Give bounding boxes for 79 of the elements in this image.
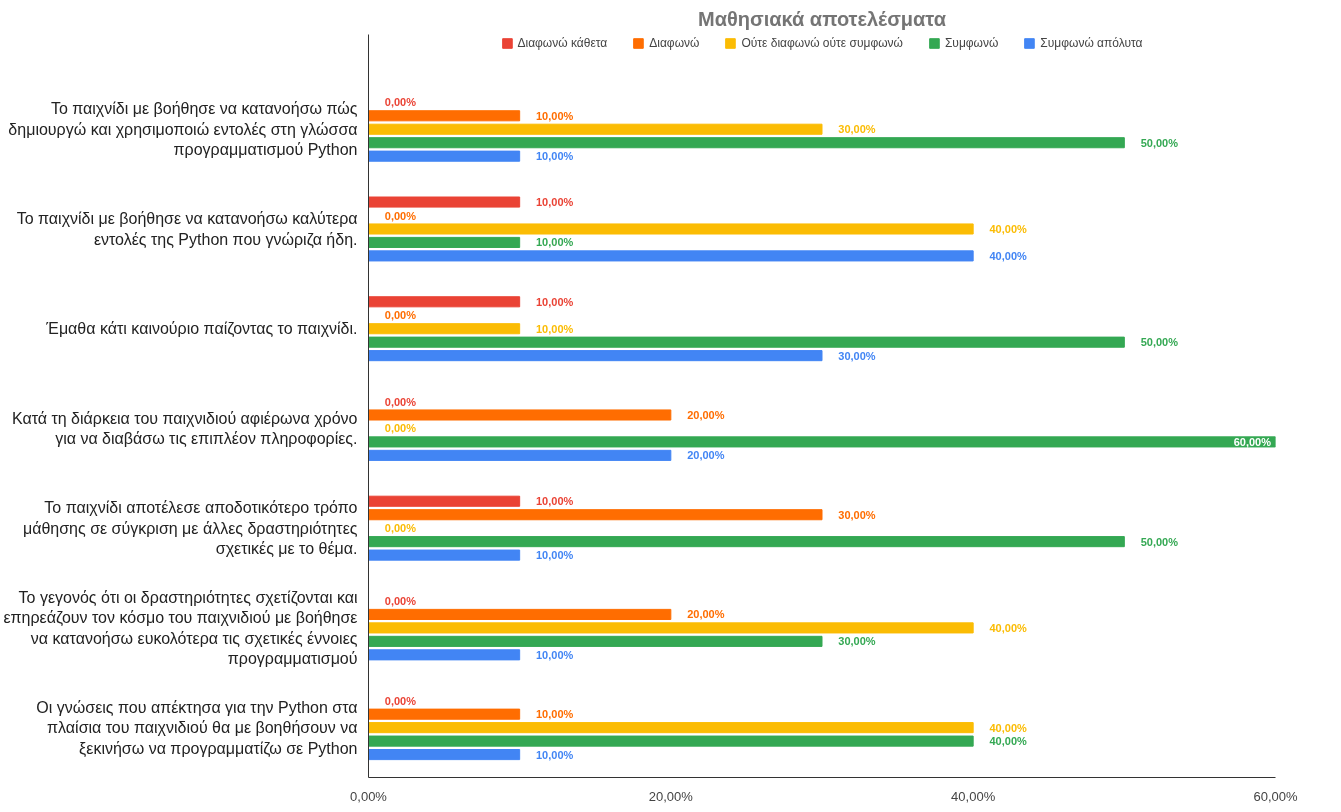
bar [368, 150, 521, 162]
data-label: 40,00% [989, 249, 1028, 262]
legend-label: Διαφωνώ κάθετα [517, 36, 608, 50]
bar [368, 622, 974, 634]
bar [368, 250, 974, 262]
data-label: 40,00% [989, 621, 1028, 634]
data-label: 10,00% [535, 196, 574, 209]
bar [368, 436, 1276, 448]
data-label: 30,00% [838, 123, 876, 136]
data-label: 0,00% [384, 395, 417, 408]
bar [368, 635, 823, 647]
bar [368, 336, 1125, 348]
y-tick-label: Κατά τη διάρκεια του παιχνιδιού αφιέρωνα χρόνο για να διαβάσω τις επιπλέον πληροφορίες. [11, 409, 358, 448]
data-label: 10,00% [535, 495, 574, 508]
data-label: 0,00% [384, 209, 417, 222]
y-tick-label: Το γεγονός ότι οι δραστηριότητες σχετίζονται και επηρεάζουν τον κόσμο του παιχνιδιού με βοήθησε να κατανοήσω ευκολότερα τις σχετικές έννοιες προγραμματισμού [3, 588, 358, 667]
x-tick-label: 40,00% [951, 788, 996, 804]
y-tick-label: Το παιχνίδι με βοήθησε να κατανοήσω καλύτερα εντολές της Python που γνώριζα ήδη. [16, 210, 358, 249]
data-label: 10,00% [535, 549, 574, 562]
x-tick-label: 60,00% [1253, 788, 1298, 804]
data-label: 10,00% [535, 295, 574, 308]
data-label: 10,00% [535, 748, 574, 761]
bar [368, 495, 521, 507]
bar [368, 735, 974, 747]
legend-label: Διαφωνώ [649, 36, 700, 50]
bar [368, 608, 672, 620]
data-label: 10,00% [535, 150, 574, 163]
data-label: 10,00% [535, 648, 574, 661]
data-label: 50,00% [1140, 535, 1179, 548]
bar [368, 323, 521, 335]
data-label: 0,00% [384, 694, 417, 707]
legend-label: Συμφωνώ [944, 36, 999, 50]
x-tick-label: 0,00% [350, 788, 388, 804]
data-label: 20,00% [687, 408, 725, 421]
data-label: 0,00% [384, 309, 417, 322]
data-label: 0,00% [384, 96, 417, 109]
data-label: 40,00% [989, 735, 1028, 748]
y-tick-label: Έμαθα κάτι καινούριο παίζοντας το παιχνίδι. [45, 320, 358, 339]
x-tick-label: 20,00% [648, 788, 694, 804]
bar [368, 110, 521, 122]
data-label: 20,00% [687, 449, 725, 462]
data-label: 10,00% [535, 236, 574, 249]
bar [368, 236, 521, 248]
bar [368, 649, 521, 661]
data-label: 60,00% [1233, 435, 1272, 448]
bar [368, 196, 521, 208]
y-tick-label: Το παιχνίδι με βοήθησε να κατανοήσω πώς δημιουργώ και χρησιμοποιώ εντολές στη γλώσσα προγραμματισμού Python [8, 100, 358, 159]
legend-label: Συμφωνώ απόλυτα [1040, 36, 1143, 50]
y-tick-label: Οι γνώσεις που απέκτησα για την Python στα πλαίσια του παιχνιδιού θα με βοηθήσουν να ξεκινήσω να προγραμματίζω σε Python [36, 698, 358, 758]
data-label: 20,00% [687, 608, 725, 621]
chart-title: Μαθησιακά αποτελέσματα [698, 7, 947, 30]
data-label: 40,00% [989, 222, 1028, 235]
bar [368, 296, 521, 308]
data-label: 50,00% [1140, 336, 1179, 349]
data-label: 0,00% [384, 422, 417, 435]
bar [368, 509, 823, 521]
bar [368, 223, 974, 235]
bar [368, 449, 672, 461]
data-label: 10,00% [535, 708, 574, 721]
bar [368, 409, 672, 421]
bar [368, 350, 823, 362]
data-label: 10,00% [535, 322, 574, 335]
bar [368, 137, 1125, 149]
data-label: 50,00% [1140, 136, 1179, 149]
bar [368, 536, 1125, 548]
data-label: 0,00% [384, 594, 417, 607]
data-label: 40,00% [989, 721, 1028, 734]
bar [368, 722, 974, 734]
y-tick-label: Το παιχνίδι αποτέλεσε αποδοτικότερο τρόπο μάθησης σε σύγκριση με άλλες δραστηριότητες σχετικές με το θέμα. [22, 499, 358, 558]
data-label: 0,00% [384, 522, 417, 535]
bar [368, 549, 521, 561]
data-label: 30,00% [838, 349, 876, 362]
bar [368, 708, 521, 720]
data-label: 30,00% [838, 508, 876, 521]
bar [368, 123, 823, 135]
data-label: 10,00% [535, 109, 574, 122]
legend-label: Ούτε διαφωνώ ούτε συμφωνώ [741, 36, 903, 50]
bar [368, 749, 521, 761]
data-label: 30,00% [838, 635, 876, 648]
